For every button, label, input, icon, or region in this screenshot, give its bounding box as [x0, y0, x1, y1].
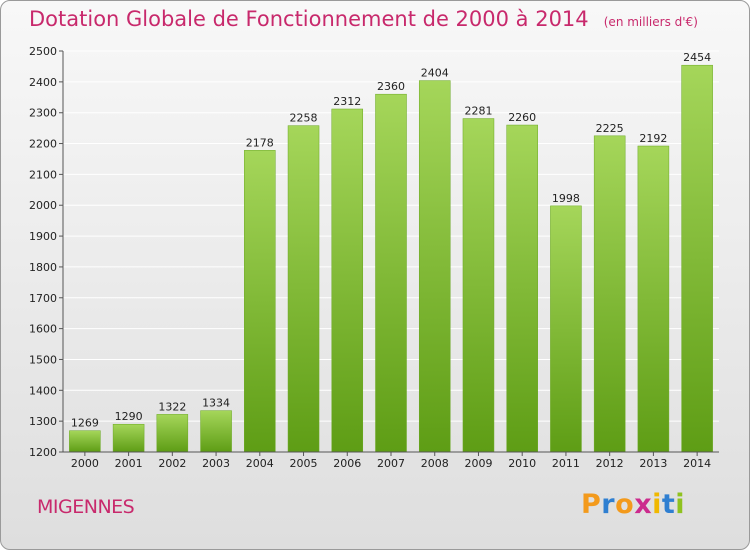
- x-tick-label: 2012: [596, 457, 624, 470]
- title-row: Dotation Globale de Fonctionnement de 20…: [29, 7, 698, 31]
- data-label: 2192: [639, 132, 667, 145]
- proxiti-logo[interactable]: Proxiti: [581, 489, 685, 520]
- logo-letter: P: [581, 489, 602, 520]
- logo-letter: i: [675, 489, 686, 520]
- data-label: 2258: [290, 112, 318, 125]
- x-tick-label: 2001: [115, 457, 143, 470]
- y-tick-label: 2200: [29, 138, 57, 151]
- y-tick-label: 1200: [29, 446, 57, 459]
- data-label: 2225: [596, 122, 624, 135]
- x-tick-label: 2011: [552, 457, 580, 470]
- bar: [200, 410, 232, 453]
- data-label: 2281: [464, 105, 492, 118]
- data-label: 2454: [683, 51, 711, 64]
- x-tick-label: 2004: [246, 457, 274, 470]
- x-tick-label: 2014: [683, 457, 711, 470]
- bar: [112, 423, 145, 453]
- x-tick-label: 2009: [464, 457, 492, 470]
- logo-letter: t: [661, 489, 676, 520]
- x-tick-label: 2005: [290, 457, 318, 470]
- logo-letter: r: [601, 489, 616, 520]
- y-tick-label: 2400: [29, 76, 57, 89]
- data-label: 1322: [158, 400, 186, 413]
- y-tick-label: 2500: [29, 45, 57, 58]
- bar: [681, 64, 713, 453]
- x-tick-label: 2008: [421, 457, 449, 470]
- town-name: MIGENNES: [37, 496, 135, 518]
- data-label: 1290: [115, 410, 143, 423]
- x-tick-label: 2010: [508, 457, 536, 470]
- bars-layer: 1269 1290 1322 1334 2178 2258 2312 2360 2404 2281…: [69, 51, 713, 453]
- y-tick-label: 1800: [29, 261, 57, 274]
- x-tick-label: 2006: [333, 457, 361, 470]
- bar: [550, 205, 582, 453]
- y-tick-label: 2100: [29, 168, 57, 181]
- bar: [462, 118, 495, 453]
- x-tick-label: 2007: [377, 457, 405, 470]
- y-tick-label: 2000: [29, 199, 57, 212]
- bar: [418, 80, 451, 453]
- data-label: 1269: [71, 417, 99, 430]
- data-label: 2260: [508, 111, 536, 124]
- data-label: 2360: [377, 80, 405, 93]
- chart-title: Dotation Globale de Fonctionnement de 20…: [29, 7, 589, 31]
- bar: [244, 150, 276, 453]
- x-tick-label: 2002: [158, 457, 186, 470]
- bar: [506, 124, 538, 453]
- chart-subtitle: (en milliers d'€): [603, 15, 698, 29]
- logo-letter: x: [634, 489, 653, 520]
- data-label: 2404: [421, 67, 449, 80]
- bar: [331, 108, 364, 453]
- logo-letter: o: [615, 489, 635, 520]
- y-tick-label: 1300: [29, 415, 57, 428]
- y-tick-label: 1400: [29, 384, 57, 397]
- axis-layer: 1200 1300 1400 1500 1600 1700 1800 1900 2000 2100…: [29, 45, 719, 470]
- y-tick-label: 1900: [29, 230, 57, 243]
- data-label: 1334: [202, 397, 230, 410]
- data-label: 2178: [246, 136, 274, 149]
- bar: [287, 125, 320, 453]
- bar: [156, 414, 189, 453]
- y-tick-label: 1700: [29, 292, 57, 305]
- bar: [69, 430, 101, 453]
- x-tick-label: 2003: [202, 457, 230, 470]
- data-label: 1998: [552, 192, 580, 205]
- y-tick-label: 1500: [29, 353, 57, 366]
- data-label: 2312: [333, 95, 361, 108]
- logo-letter: i: [652, 489, 662, 520]
- x-tick-label: 2000: [71, 457, 99, 470]
- y-tick-label: 2300: [29, 107, 57, 120]
- x-tick-label: 2013: [639, 457, 667, 470]
- bar: [637, 145, 670, 453]
- bar: [593, 135, 626, 453]
- bar: [375, 93, 407, 453]
- y-tick-label: 1600: [29, 323, 57, 336]
